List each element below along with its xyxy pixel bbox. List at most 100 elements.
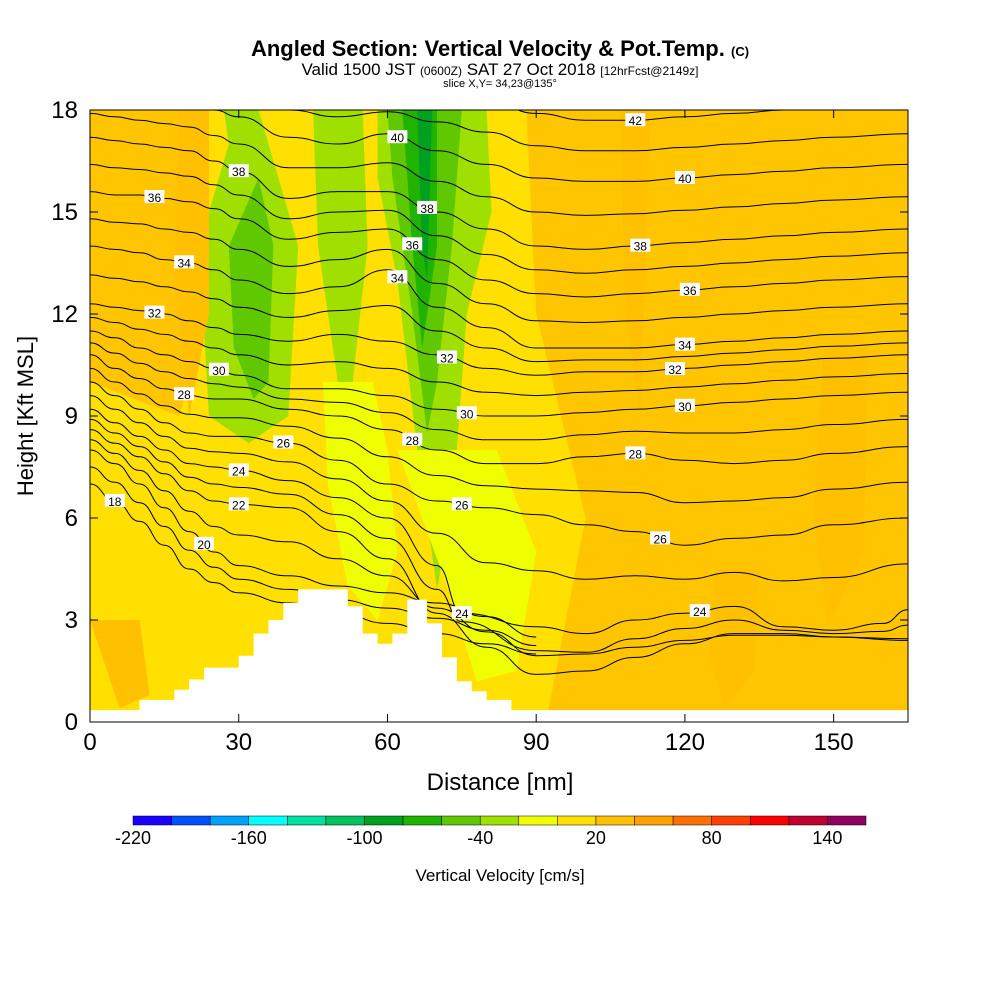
contour-label-box bbox=[689, 604, 710, 618]
title-units: (C) bbox=[731, 44, 750, 59]
contour-label-text: 32 bbox=[148, 307, 162, 321]
contour-label-box bbox=[387, 130, 408, 144]
contour-label-text: 30 bbox=[678, 400, 692, 414]
colorbar-swatch bbox=[595, 815, 635, 826]
colorbar-swatch bbox=[364, 815, 404, 826]
colorbar-swatch bbox=[171, 815, 211, 826]
contour-label-text: 24 bbox=[232, 464, 246, 478]
y-tick-label: 18 bbox=[51, 97, 78, 124]
contour-label: 36 bbox=[144, 190, 165, 205]
colorbar-label: Vertical Velocity [cm/s] bbox=[415, 866, 584, 885]
contour-label-box bbox=[228, 463, 249, 477]
contour-label: 28 bbox=[174, 387, 195, 402]
velocity-region bbox=[709, 569, 760, 709]
contour-label-box bbox=[436, 350, 457, 364]
y-tick-label: 6 bbox=[65, 505, 78, 532]
colorbar-swatch bbox=[132, 815, 172, 826]
colorbar-tick-label: -160 bbox=[231, 828, 267, 848]
velocity-region bbox=[313, 110, 368, 382]
slice-info: slice X,Y= 34,23@135° bbox=[443, 78, 557, 90]
colorbar-swatch bbox=[248, 815, 288, 826]
contour-labels: 18 20 22 24 24 24 26 26 26 28 28 28 30 30 30 32 32 32 34 34… bbox=[104, 113, 710, 621]
contour-label-text: 22 bbox=[232, 498, 246, 512]
colorbar-tick-label: 20 bbox=[586, 828, 606, 848]
valid-time-line: Valid 1500 JST (0600Z) SAT 27 Oct 2018 [… bbox=[0, 60, 1000, 80]
contour-label-box bbox=[417, 200, 438, 214]
velocity-region bbox=[620, 110, 651, 416]
colorbar-swatch bbox=[557, 815, 597, 826]
contour-label-box bbox=[451, 497, 472, 511]
contour-label-text: 32 bbox=[668, 363, 682, 377]
velocity-region bbox=[90, 620, 150, 709]
contour-label-text: 24 bbox=[693, 605, 707, 619]
contour-label: 34 bbox=[674, 337, 695, 353]
contour-label-box bbox=[387, 270, 408, 284]
theta-contour-minor bbox=[90, 316, 908, 397]
terrain bbox=[90, 589, 908, 722]
theta-contour bbox=[90, 136, 908, 250]
contour-label-box bbox=[228, 497, 249, 511]
contour-label: 26 bbox=[451, 497, 472, 512]
contour-label-box bbox=[228, 164, 249, 178]
y-tick-label: 3 bbox=[65, 607, 78, 634]
theta-contour-minor bbox=[90, 342, 908, 441]
velocity-region bbox=[417, 110, 433, 280]
contour-label-text: 28 bbox=[629, 447, 643, 461]
theta-contour bbox=[90, 303, 908, 376]
contour-label-box bbox=[674, 398, 695, 412]
contour-label-box bbox=[174, 387, 195, 401]
contour-label-text: 18 bbox=[108, 495, 122, 509]
velocity-region bbox=[228, 178, 274, 399]
x-tick-label: 90 bbox=[523, 729, 550, 756]
y-tick-label: 12 bbox=[51, 301, 78, 328]
x-tick-label: 0 bbox=[83, 729, 96, 756]
contour-label-text: 20 bbox=[197, 538, 211, 552]
contour-label: 38 bbox=[417, 200, 438, 216]
forecast-run: [12hrFcst@2149z] bbox=[600, 64, 699, 78]
contour-label-text: 40 bbox=[678, 172, 692, 186]
velocity-region bbox=[323, 382, 398, 620]
contour-label-text: 26 bbox=[653, 532, 667, 546]
contour-label: 32 bbox=[144, 305, 165, 321]
contour-label-box bbox=[664, 362, 685, 376]
contour-label: 26 bbox=[650, 531, 671, 546]
theta-contour-minor bbox=[90, 163, 908, 274]
colorbar-swatch bbox=[750, 815, 790, 826]
contour-label-box bbox=[630, 238, 651, 252]
contour-label: 26 bbox=[273, 435, 294, 451]
valid-date: SAT 27 Oct 2018 bbox=[466, 60, 596, 79]
contour-label-box bbox=[650, 531, 671, 545]
colorbar-tick-label: -100 bbox=[346, 828, 382, 848]
y-tick-label: 0 bbox=[65, 709, 78, 736]
theta-contours bbox=[90, 110, 908, 675]
contour-label-text: 38 bbox=[420, 202, 434, 216]
contour-label-text: 36 bbox=[148, 191, 162, 205]
valid-prefix: Valid 1500 JST bbox=[301, 60, 416, 79]
contour-label: 40 bbox=[387, 130, 408, 145]
theta-contour-minor bbox=[90, 466, 537, 646]
contour-label-box bbox=[174, 255, 195, 269]
theta-contour bbox=[517, 110, 799, 121]
contour-label-box bbox=[451, 606, 472, 620]
contour-label-text: 30 bbox=[212, 364, 226, 378]
contour-label-text: 34 bbox=[391, 271, 405, 285]
field-tint-east bbox=[526, 110, 908, 722]
contour-label-text: 28 bbox=[178, 388, 192, 402]
theta-contour-minor bbox=[90, 112, 908, 216]
x-tick-label: 150 bbox=[814, 729, 854, 756]
contour-label: 36 bbox=[402, 237, 423, 252]
contour-label: 18 bbox=[104, 494, 125, 509]
colorbar-tick-label: -220 bbox=[115, 828, 151, 848]
contour-label-text: 42 bbox=[629, 114, 643, 128]
colorbar-swatch bbox=[479, 815, 520, 826]
contour-label-box bbox=[674, 171, 695, 184]
colorbar-tick-label: -40 bbox=[467, 828, 493, 848]
contour-label-box bbox=[402, 432, 423, 446]
contour-label: 32 bbox=[664, 362, 685, 377]
colorbar-swatch bbox=[672, 815, 712, 826]
colorbar-swatch bbox=[788, 815, 828, 826]
contour-label: 24 bbox=[228, 463, 249, 478]
velocity-region bbox=[397, 450, 537, 682]
